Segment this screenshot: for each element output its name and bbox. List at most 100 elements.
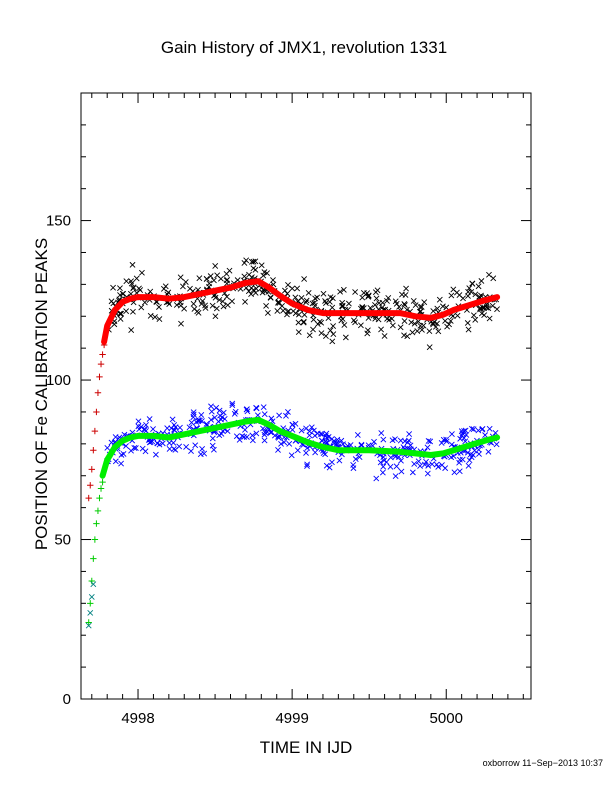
scatter-point	[118, 310, 124, 317]
scatter-point	[295, 319, 302, 326]
scatter-point	[323, 462, 330, 469]
scatter-point	[443, 436, 450, 443]
early-point	[85, 622, 92, 629]
scatter-point	[402, 292, 409, 298]
scatter-point	[146, 416, 153, 422]
scatter-point	[303, 425, 309, 432]
scatter-point	[201, 450, 208, 457]
scatter-point	[359, 305, 366, 311]
scatter-point	[212, 263, 219, 269]
scatter-point	[303, 449, 309, 456]
scatter-point	[250, 258, 257, 265]
x-tick-label: 5000	[430, 710, 463, 727]
scatter-point	[308, 424, 315, 431]
scatter-point	[430, 308, 437, 314]
scatter-point	[166, 440, 173, 446]
scatter-point	[263, 430, 269, 437]
scatter-point	[261, 411, 268, 418]
scatter-point	[248, 258, 255, 265]
scatter-point	[323, 430, 330, 437]
scatter-point	[352, 289, 359, 295]
scatter-point	[263, 302, 270, 309]
scatter-point	[156, 304, 162, 310]
scatter-point	[467, 451, 474, 458]
scatter-point	[426, 344, 433, 351]
scatter-point	[267, 294, 274, 301]
scatter-point	[190, 409, 197, 416]
scatter-point	[258, 262, 265, 269]
chart-title: Gain History of JMX1, revolution 1331	[161, 38, 447, 57]
scatter-point	[435, 463, 442, 470]
early-point	[90, 581, 97, 588]
scatter-point	[190, 411, 197, 418]
early-point	[99, 351, 106, 358]
scatter-point	[354, 432, 361, 438]
scatter-point	[300, 318, 307, 325]
scatter-point	[381, 457, 388, 464]
scatter-point	[231, 410, 238, 417]
scatter-point	[245, 288, 252, 295]
scatter-point	[401, 332, 407, 339]
scatter-point	[411, 320, 418, 327]
scatter-point	[210, 277, 217, 284]
scatter-point	[309, 300, 316, 307]
scatter-point	[365, 315, 372, 321]
scatter-point	[147, 288, 154, 295]
scatter-point	[275, 434, 282, 441]
scatter-point	[393, 300, 400, 307]
scatter-point	[232, 408, 239, 415]
scatter-point	[439, 303, 446, 310]
scatter-point	[276, 412, 283, 419]
scatter-point	[135, 418, 142, 425]
scatter-point	[242, 298, 248, 305]
scatter-point	[486, 271, 492, 278]
scatter-point	[481, 312, 488, 319]
scatter-point	[401, 318, 408, 324]
scatter-point	[347, 442, 354, 448]
scatter-point	[183, 444, 190, 450]
scatter-point	[435, 328, 442, 335]
scatter-point	[415, 458, 422, 465]
scatter-point	[304, 445, 311, 451]
scatter-point	[475, 427, 482, 434]
scatter-point	[429, 461, 436, 468]
scatter-point	[188, 448, 194, 455]
scatter-point	[440, 436, 447, 443]
scatter-point	[330, 323, 337, 329]
scatter-point	[218, 430, 225, 437]
scatter-point	[159, 440, 166, 447]
scatter-point	[275, 447, 281, 453]
scatter-point	[260, 272, 267, 279]
scatter-point	[378, 430, 385, 436]
scatter-point	[372, 302, 378, 308]
scatter-point	[209, 435, 216, 442]
scatter-point	[260, 425, 266, 432]
scatter-point	[248, 291, 255, 298]
early-point	[94, 389, 102, 397]
y-tick-label: 100	[46, 372, 71, 389]
scatter-point	[372, 289, 379, 296]
scatter-point	[130, 308, 136, 315]
scatter-point	[196, 275, 203, 282]
early-point	[91, 536, 99, 543]
scatter-point	[448, 441, 455, 448]
scatter-point	[223, 293, 230, 300]
footer-credit: oxborrow 11−Sep−2013 10:37	[483, 758, 603, 768]
scatter-point	[478, 305, 484, 312]
scatter-point	[139, 445, 146, 452]
scatter-point	[421, 299, 428, 306]
scatter-point	[233, 433, 240, 440]
scatter-point	[196, 417, 203, 424]
scatter-point	[117, 285, 123, 292]
scatter-point	[156, 441, 163, 448]
scatter-point	[288, 452, 295, 459]
scatter-point	[214, 272, 221, 279]
scatter-point	[229, 402, 236, 409]
scatter-point	[438, 440, 445, 446]
scatter-point	[298, 427, 305, 434]
scatter-point	[398, 457, 404, 464]
scatter-point	[389, 322, 396, 329]
scatter-point	[364, 327, 371, 334]
scatter-point	[209, 442, 216, 449]
scatter-point	[298, 294, 305, 301]
